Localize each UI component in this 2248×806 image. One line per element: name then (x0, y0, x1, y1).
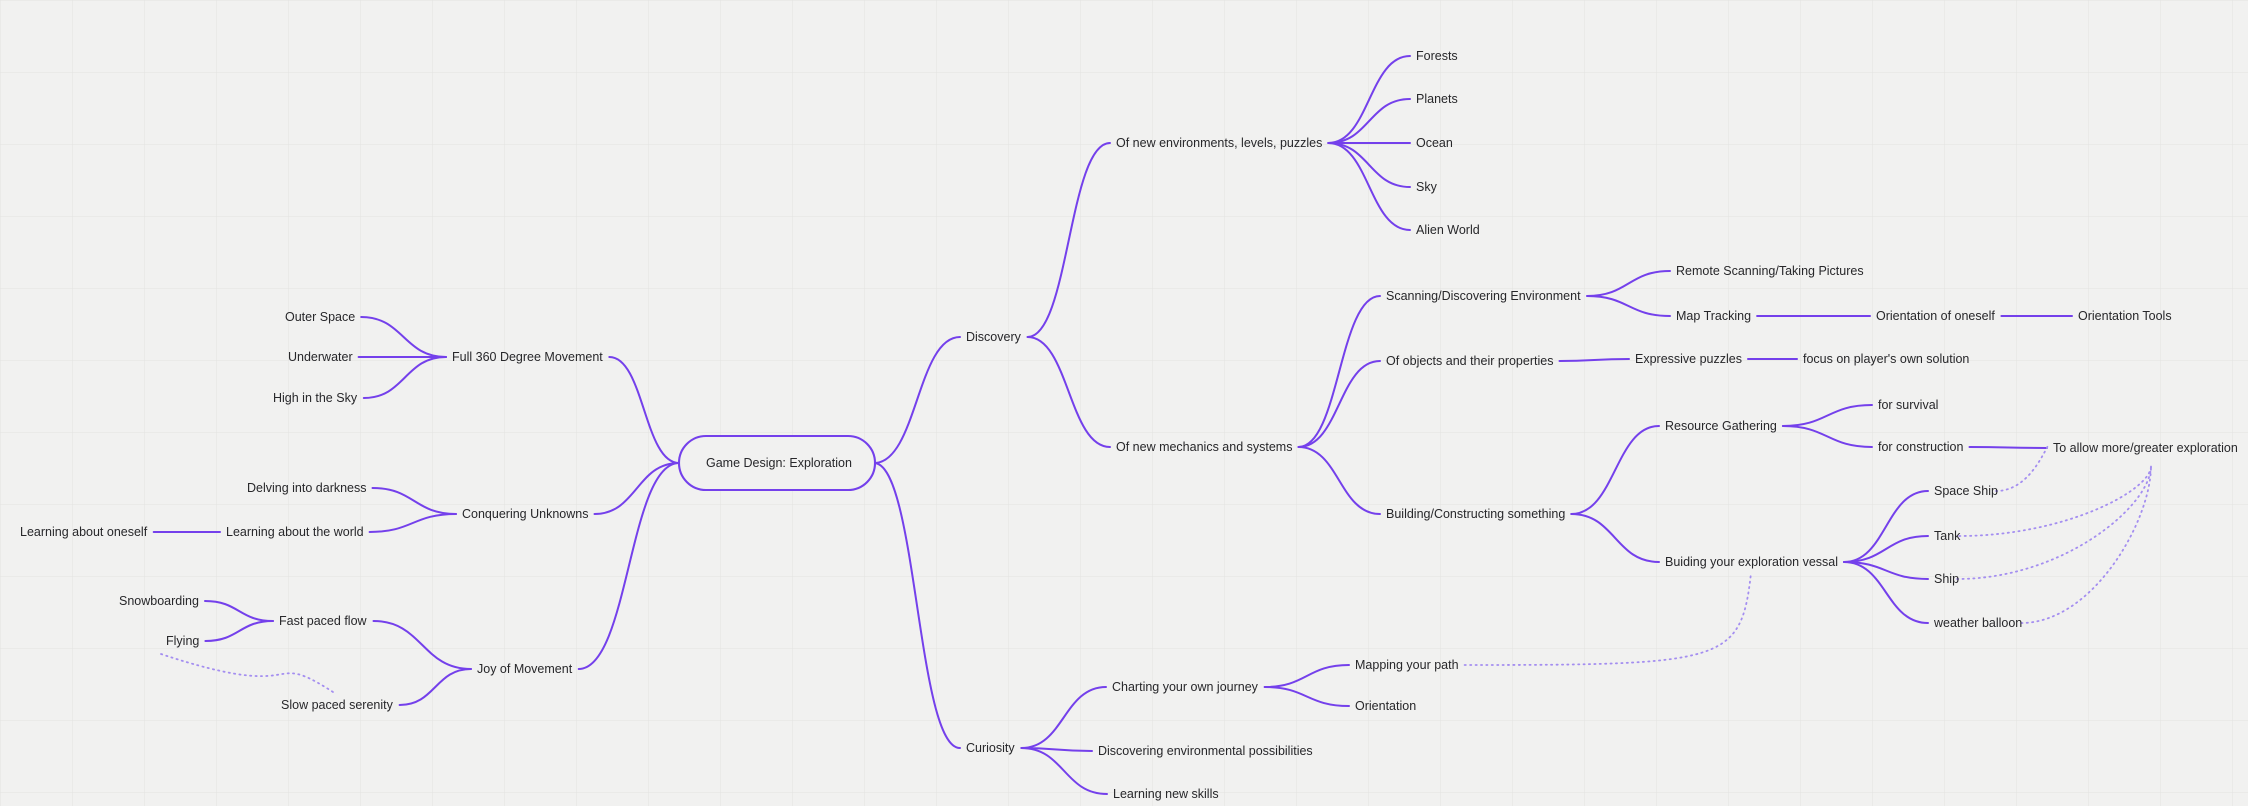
svg-text:Of new environments, levels, p: Of new environments, levels, puzzles (1116, 136, 1322, 150)
svg-text:Space Ship: Space Ship (1934, 484, 1998, 498)
svg-text:Learning new skills: Learning new skills (1113, 787, 1219, 801)
svg-text:Snowboarding: Snowboarding (119, 594, 199, 608)
svg-text:Discovery: Discovery (966, 330, 1022, 344)
svg-text:To allow more/greater explorat: To allow more/greater exploration (2053, 441, 2238, 455)
svg-text:Curiosity: Curiosity (966, 741, 1015, 755)
svg-text:Flying: Flying (166, 634, 199, 648)
svg-text:Of objects and their propertie: Of objects and their properties (1386, 354, 1553, 368)
svg-text:Scanning/Discovering Environme: Scanning/Discovering Environment (1386, 289, 1581, 303)
svg-text:Orientation Tools: Orientation Tools (2078, 309, 2172, 323)
svg-text:Mapping your path: Mapping your path (1355, 658, 1459, 672)
svg-text:Orientation of oneself: Orientation of oneself (1876, 309, 1995, 323)
svg-text:Slow paced serenity: Slow paced serenity (281, 698, 394, 712)
svg-text:for survival: for survival (1878, 398, 1938, 412)
svg-text:Learning about the world: Learning about the world (226, 525, 364, 539)
svg-text:Planets: Planets (1416, 92, 1458, 106)
svg-text:weather balloon: weather balloon (1933, 616, 2022, 630)
svg-text:Delving into darkness: Delving into darkness (247, 481, 367, 495)
svg-text:Tank: Tank (1934, 529, 1961, 543)
svg-text:Discovering environmental poss: Discovering environmental possibilities (1098, 744, 1313, 758)
svg-text:Learning about oneself: Learning about oneself (20, 525, 148, 539)
svg-text:Sky: Sky (1416, 180, 1438, 194)
svg-text:for construction: for construction (1878, 440, 1964, 454)
svg-text:Resource Gathering: Resource Gathering (1665, 419, 1777, 433)
svg-text:Fast paced flow: Fast paced flow (279, 614, 368, 628)
svg-text:Of new mechanics and systems: Of new mechanics and systems (1116, 440, 1292, 454)
svg-text:Joy of Movement: Joy of Movement (477, 662, 573, 676)
svg-text:Full 360 Degree Movement: Full 360 Degree Movement (452, 350, 603, 364)
svg-text:Remote Scanning/Taking Picture: Remote Scanning/Taking Pictures (1676, 264, 1864, 278)
svg-text:Building/Constructing somethin: Building/Constructing something (1386, 507, 1565, 521)
svg-text:Forests: Forests (1416, 49, 1458, 63)
svg-text:Underwater: Underwater (288, 350, 353, 364)
svg-text:Expressive puzzles: Expressive puzzles (1635, 352, 1742, 366)
svg-text:Alien World: Alien World (1416, 223, 1480, 237)
svg-text:Outer Space: Outer Space (285, 310, 355, 324)
svg-text:Game Design: Exploration: Game Design: Exploration (706, 456, 852, 470)
svg-text:focus on player's own solution: focus on player's own solution (1803, 352, 1969, 366)
svg-text:Orientation: Orientation (1355, 699, 1416, 713)
svg-text:Map Tracking: Map Tracking (1676, 309, 1751, 323)
svg-text:High in the Sky: High in the Sky (273, 391, 358, 405)
svg-text:Ocean: Ocean (1416, 136, 1453, 150)
svg-text:Buiding your exploration vessa: Buiding your exploration vessal (1665, 555, 1838, 569)
svg-text:Conquering Unknowns: Conquering Unknowns (462, 507, 588, 521)
svg-text:Ship: Ship (1934, 572, 1959, 586)
svg-text:Charting your own journey: Charting your own journey (1112, 680, 1259, 694)
